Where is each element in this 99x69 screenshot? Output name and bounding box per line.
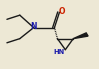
Text: O: O [59,7,66,16]
Polygon shape [73,33,88,39]
Text: HN: HN [54,49,65,55]
Text: N: N [30,22,37,31]
